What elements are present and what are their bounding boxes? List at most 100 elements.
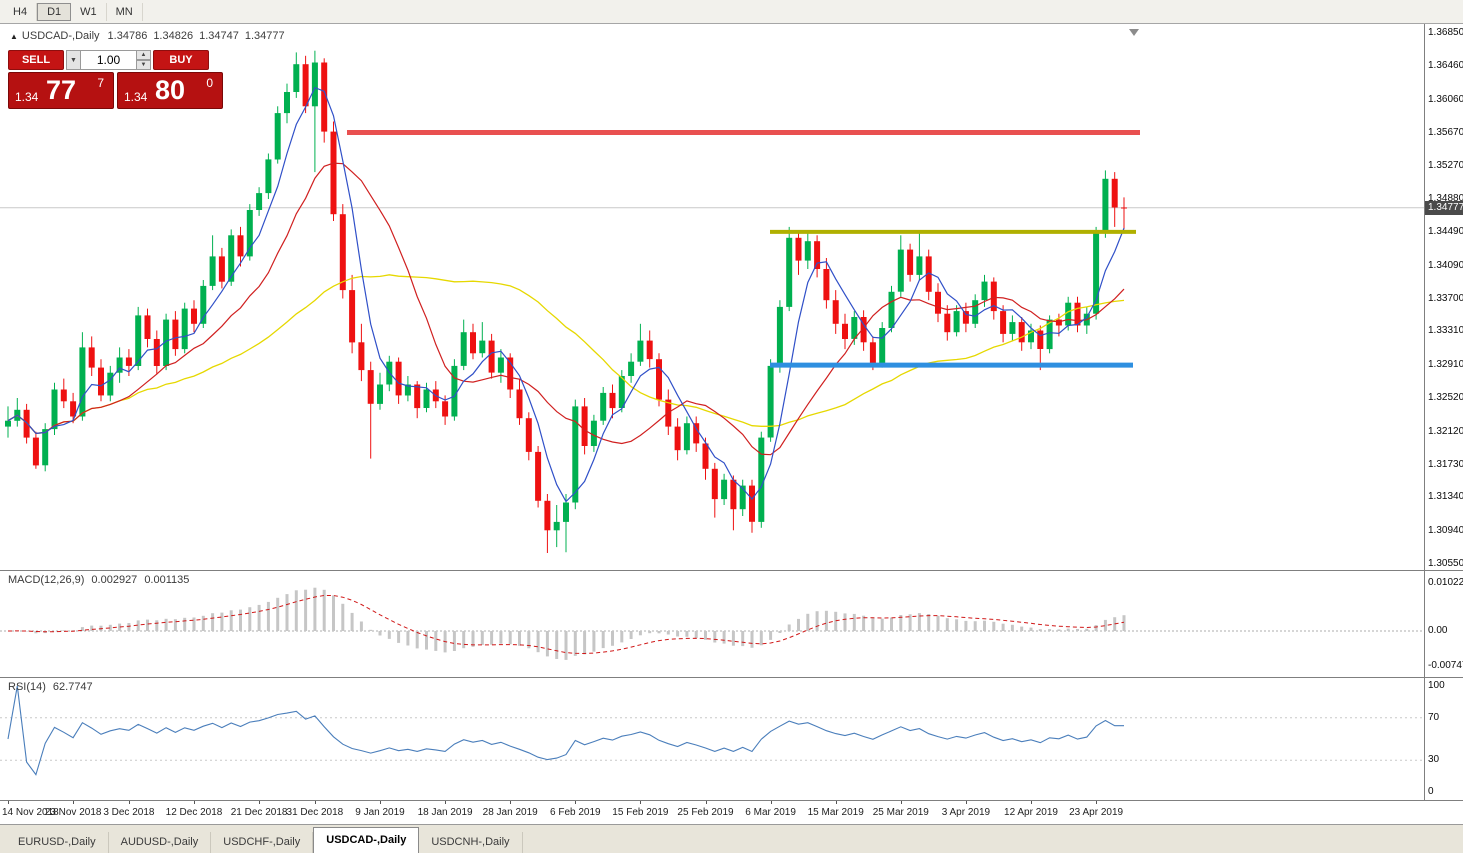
- chart-tab-usdcnh[interactable]: USDCNH-,Daily: [419, 832, 523, 853]
- tab-mn[interactable]: MN: [107, 2, 143, 21]
- rsi-pane[interactable]: RSI(14) 62.7747 100 70 30 0: [0, 677, 1463, 800]
- time-axis-label: 28 Jan 2019: [482, 807, 538, 818]
- rsi-name: RSI(14): [8, 681, 46, 693]
- one-click-trading-panel: SELL ▼ ▲ ▼ BUY 1.34 77 7: [8, 50, 226, 109]
- buy-button[interactable]: BUY: [153, 50, 209, 70]
- macd-scale-label: 0.010229: [1428, 576, 1463, 588]
- time-axis-tick: [510, 801, 512, 804]
- time-axis-label: 14 Nov 2018: [2, 807, 59, 818]
- rsi-scale-label: 0: [1428, 786, 1434, 797]
- macd-scale-label: 0.00: [1428, 625, 1448, 636]
- time-axis-labels: 14 Nov 2018 23 Nov 2018 3 Dec 2018 12 Dec 2…: [0, 801, 1424, 824]
- price-scale[interactable]: 1.34777 1.36850 1.36460 1.36060 1.35670 1.35…: [1424, 24, 1463, 570]
- sell-price-display[interactable]: 1.34 77 7: [8, 72, 114, 109]
- price-scale-label: 1.30550: [1428, 558, 1463, 569]
- macd-plot[interactable]: MACD(12,26,9) 0.002927 0.001135: [0, 571, 1424, 677]
- time-axis-tick: [705, 801, 707, 804]
- time-axis-label: 23 Nov 2018: [44, 807, 102, 818]
- time-axis-tick: [380, 801, 381, 804]
- price-scale-label: 1.32120: [1428, 425, 1463, 437]
- rsi-title: RSI(14) 62.7747: [8, 681, 100, 693]
- sell-button[interactable]: SELL: [8, 50, 64, 70]
- time-axis-label: 12 Apr 2019: [1004, 807, 1058, 818]
- candlestick-plot[interactable]: ▲ USDCAD-,Daily 1.34786 1.34826 1.34747 1.347…: [0, 24, 1424, 570]
- price-scale-label: 1.32520: [1428, 392, 1463, 403]
- tab-d1[interactable]: D1: [37, 2, 72, 21]
- time-axis-tick: [640, 801, 642, 804]
- time-axis-label: 21 Dec 2018: [230, 807, 288, 818]
- time-axis-label: 9 Jan 2019: [355, 807, 405, 818]
- price-scale-label: 1.35270: [1428, 160, 1463, 172]
- price-chart-pane[interactable]: ▲ USDCAD-,Daily 1.34786 1.34826 1.34747 1.347…: [0, 24, 1463, 570]
- time-axis-tick: [445, 801, 447, 804]
- candlestick-canvas[interactable]: [0, 24, 1424, 570]
- tab-h4[interactable]: H4: [4, 2, 38, 21]
- time-axis-label: 6 Feb 2019: [549, 807, 601, 818]
- rsi-scale-label: 100: [1428, 680, 1445, 691]
- sell-price-sup: 7: [97, 76, 104, 90]
- quote-low: 1.34747: [199, 30, 239, 42]
- quote-open: 1.34786: [107, 30, 148, 42]
- price-scale-label: 1.34090: [1428, 259, 1463, 271]
- sell-price-prefix: 1.34: [15, 90, 39, 104]
- time-axis-label: 3 Dec 2018: [103, 807, 155, 818]
- macd-title: MACD(12,26,9) 0.002927 0.001135: [8, 574, 196, 586]
- price-scale-label: 1.31730: [1428, 458, 1463, 470]
- time-axis-tick: [73, 801, 75, 804]
- chart-tab-audusd[interactable]: AUDUSD-,Daily: [109, 832, 212, 853]
- buy-price-prefix: 1.34: [124, 90, 148, 104]
- time-axis-tick: [835, 801, 837, 804]
- chart-tab-usdcad[interactable]: USDCAD-,Daily: [313, 827, 420, 853]
- chart-tab-bar: EURUSD-,Daily AUDUSD-,Daily USDCHF-,Daily U…: [0, 824, 1463, 853]
- volume-input[interactable]: [81, 50, 137, 70]
- time-axis-tick: [575, 801, 577, 804]
- buy-price-display[interactable]: 1.34 80 0: [117, 72, 223, 109]
- time-axis-tick: [194, 801, 195, 804]
- volume-dropdown-button[interactable]: ▼: [66, 50, 81, 70]
- rsi-plot[interactable]: RSI(14) 62.7747: [0, 678, 1424, 800]
- macd-canvas: [0, 587, 1424, 660]
- price-scale-label: 1.36850: [1428, 27, 1463, 38]
- chart-tab-eurusd[interactable]: EURUSD-,Daily: [6, 832, 109, 853]
- tab-w1[interactable]: W1: [71, 2, 107, 21]
- current-price-tag: 1.34777: [1425, 200, 1463, 215]
- time-axis-label: 18 Jan 2019: [417, 807, 473, 818]
- rsi-canvas: [0, 685, 1424, 776]
- rsi-scale[interactable]: 100 70 30 0: [1424, 678, 1463, 800]
- volume-decrease-button[interactable]: ▼: [137, 60, 151, 70]
- symbol-title: USDCAD-,Daily: [21, 30, 100, 42]
- price-scale-label: 1.35670: [1428, 126, 1463, 138]
- volume-control: ▼ ▲ ▼: [66, 50, 151, 70]
- rsi-value: 62.7747: [52, 681, 93, 693]
- price-scale-label: 1.30940: [1428, 525, 1463, 537]
- time-axis[interactable]: 14 Nov 2018 23 Nov 2018 3 Dec 2018 12 Dec 2…: [0, 800, 1463, 824]
- price-scale-label: 1.33700: [1428, 292, 1463, 304]
- buy-price-big: 80: [155, 75, 186, 105]
- sell-price-big: 77: [46, 75, 77, 105]
- price-scale-label: 1.34490: [1428, 225, 1463, 237]
- price-scale-label: 1.36060: [1428, 93, 1463, 105]
- time-axis-tick: [314, 801, 316, 804]
- macd-scale-label: -0.00747: [1428, 660, 1463, 672]
- time-axis-label: 12 Dec 2018: [165, 807, 223, 818]
- macd-main-value: 0.002927: [91, 574, 138, 586]
- collapse-trade-panel-icon[interactable]: ▲: [10, 32, 18, 41]
- time-axis-label: 25 Mar 2019: [872, 807, 929, 818]
- price-scale-label: 1.36460: [1428, 59, 1463, 71]
- time-axis-tick: [1031, 801, 1032, 804]
- volume-increase-button[interactable]: ▲: [137, 50, 151, 60]
- price-scale-label: 1.31340: [1428, 491, 1463, 503]
- quote-high: 1.34826: [153, 30, 194, 42]
- time-axis-tick: [965, 801, 967, 804]
- chart-tab-usdchf[interactable]: USDCHF-,Daily: [211, 832, 314, 853]
- time-axis-label: 23 Apr 2019: [1069, 807, 1124, 818]
- rsi-scale-label: 70: [1428, 711, 1440, 723]
- rsi-scale-label: 30: [1428, 754, 1440, 766]
- time-axis-tick: [770, 801, 772, 804]
- price-scale-label: 1.34880: [1428, 193, 1463, 204]
- macd-scale[interactable]: 0.010229 0.00 -0.00747: [1424, 571, 1463, 677]
- macd-signal-value: 0.001135: [144, 574, 190, 586]
- price-scale-label: 1.33310: [1428, 325, 1463, 337]
- chart-tabs: EURUSD-,Daily AUDUSD-,Daily USDCHF-,Daily U…: [0, 825, 1463, 853]
